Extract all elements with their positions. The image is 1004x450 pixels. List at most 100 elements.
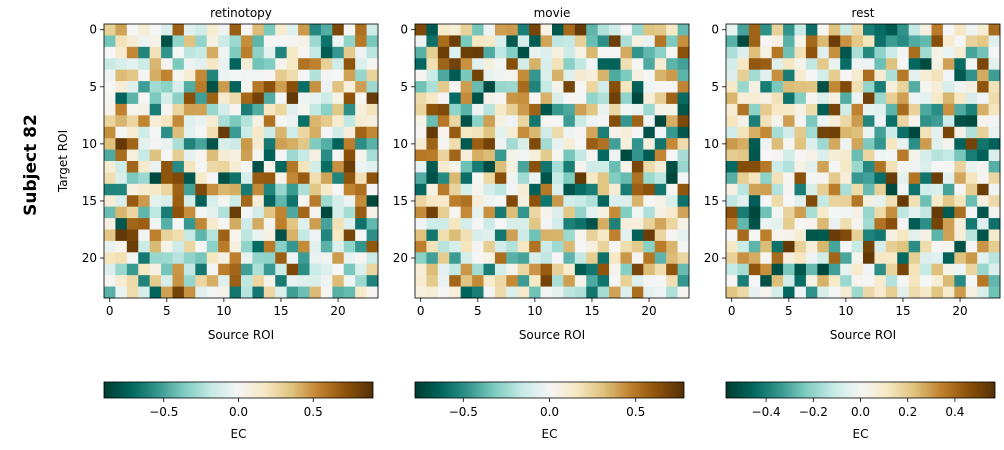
heatmap-cell [241,206,253,219]
heatmap-cell [172,172,185,185]
heatmap-cell [654,240,667,253]
heatmap-cell [343,92,356,105]
heatmap-cell [677,218,690,230]
heatmap-cell [183,161,196,173]
heatmap-cell [977,149,989,162]
heatmap-cell [183,58,196,71]
heatmap-cell [138,115,151,128]
heatmap-cell [332,24,345,36]
heatmap-cell [115,195,128,208]
heatmap-cell [783,195,795,208]
heatmap-cell [320,275,333,287]
row-label: Subject 82 [21,114,41,216]
heatmap-cell [366,24,379,36]
heatmap-cell [286,35,299,48]
heatmap-cell [805,24,818,36]
heatmap-cell [149,149,162,162]
heatmap-cell [643,149,656,162]
heatmap-cell [805,240,818,253]
heatmap-cell [286,149,299,162]
heatmap-cell [677,149,690,162]
heatmap-cell [115,46,128,59]
heatmap-cell [517,252,530,265]
heatmap-cell [874,58,887,71]
heatmap-cell [286,126,299,139]
heatmap-cell [828,218,841,230]
heatmap-cell [954,206,967,219]
heatmap-cell [977,103,989,116]
heatmap-cell [574,149,587,162]
heatmap-cell [529,172,541,185]
heatmap-cell [241,24,253,36]
heatmap-cell [138,183,151,196]
heatmap-cell [449,149,462,162]
heatmap-cell [320,126,333,139]
heatmap-cell [840,115,852,128]
heatmap-cell [805,286,818,299]
heatmap-cell [737,161,750,173]
heatmap-cell [771,92,784,105]
heatmap-cell [172,183,185,196]
heatmap-cell [620,92,633,105]
y-tick-label: 10 [704,137,719,151]
heatmap-cell [366,229,379,242]
heatmap-cell [954,218,967,230]
heatmap-cell [206,92,219,105]
heatmap-cell [320,24,333,36]
heatmap-cell [309,115,322,128]
heatmap-cell [574,81,587,93]
heatmap-cell [666,81,678,93]
heatmap-cell [817,183,830,196]
heatmap-cell [286,183,299,196]
heatmap-cell [794,92,807,105]
heatmap-cell [885,115,898,128]
heatmap-cell [161,286,173,299]
heatmap-cell [908,58,921,71]
heatmap-cell [517,172,530,185]
heatmap-cell [666,69,678,82]
heatmap-cell [931,149,944,162]
heatmap-cell [552,275,564,287]
heatmap-cell [771,81,784,93]
heatmap-cell [942,138,955,150]
heatmap-cell [263,126,276,139]
heatmap-cell [851,263,864,276]
heatmap-cell [309,206,322,219]
heatmap-cell [138,161,151,173]
heatmap-cell [771,195,784,208]
heatmap-cell [218,195,230,208]
heatmap-cell [908,161,921,173]
y-tick-label: 20 [82,251,97,265]
y-tick-label: 15 [393,194,408,208]
heatmap-cell [104,206,116,219]
heatmap-cell [540,103,553,116]
heatmap-cell [426,172,439,185]
heatmap-cell [954,172,967,185]
heatmap-cell [161,115,173,128]
heatmap-cell [126,218,139,230]
heatmap-cell [218,138,230,150]
heatmap-cell [666,240,678,253]
heatmap-cell [415,275,427,287]
heatmap-cell [552,172,564,185]
heatmap-cell [817,161,830,173]
heatmap-cell [931,206,944,219]
heatmap-cell [494,206,507,219]
heatmap-cell [885,252,898,265]
heatmap-cell [529,229,541,242]
heatmap-cell [863,58,875,71]
heatmap-cell [104,229,116,242]
heatmap-cell [460,58,473,71]
heatmap-cell [931,92,944,105]
heatmap-cell [437,149,450,162]
heatmap-cell [275,103,288,116]
heatmap-cell [206,58,219,71]
heatmap-cell [977,81,989,93]
heatmap-cell [517,81,530,93]
heatmap-cell [942,263,955,276]
heatmap-cell [597,126,610,139]
heatmap-cell [874,24,887,36]
heatmap-cell [343,115,356,128]
heatmap-cell [760,58,773,71]
heatmap-cell [506,81,519,93]
